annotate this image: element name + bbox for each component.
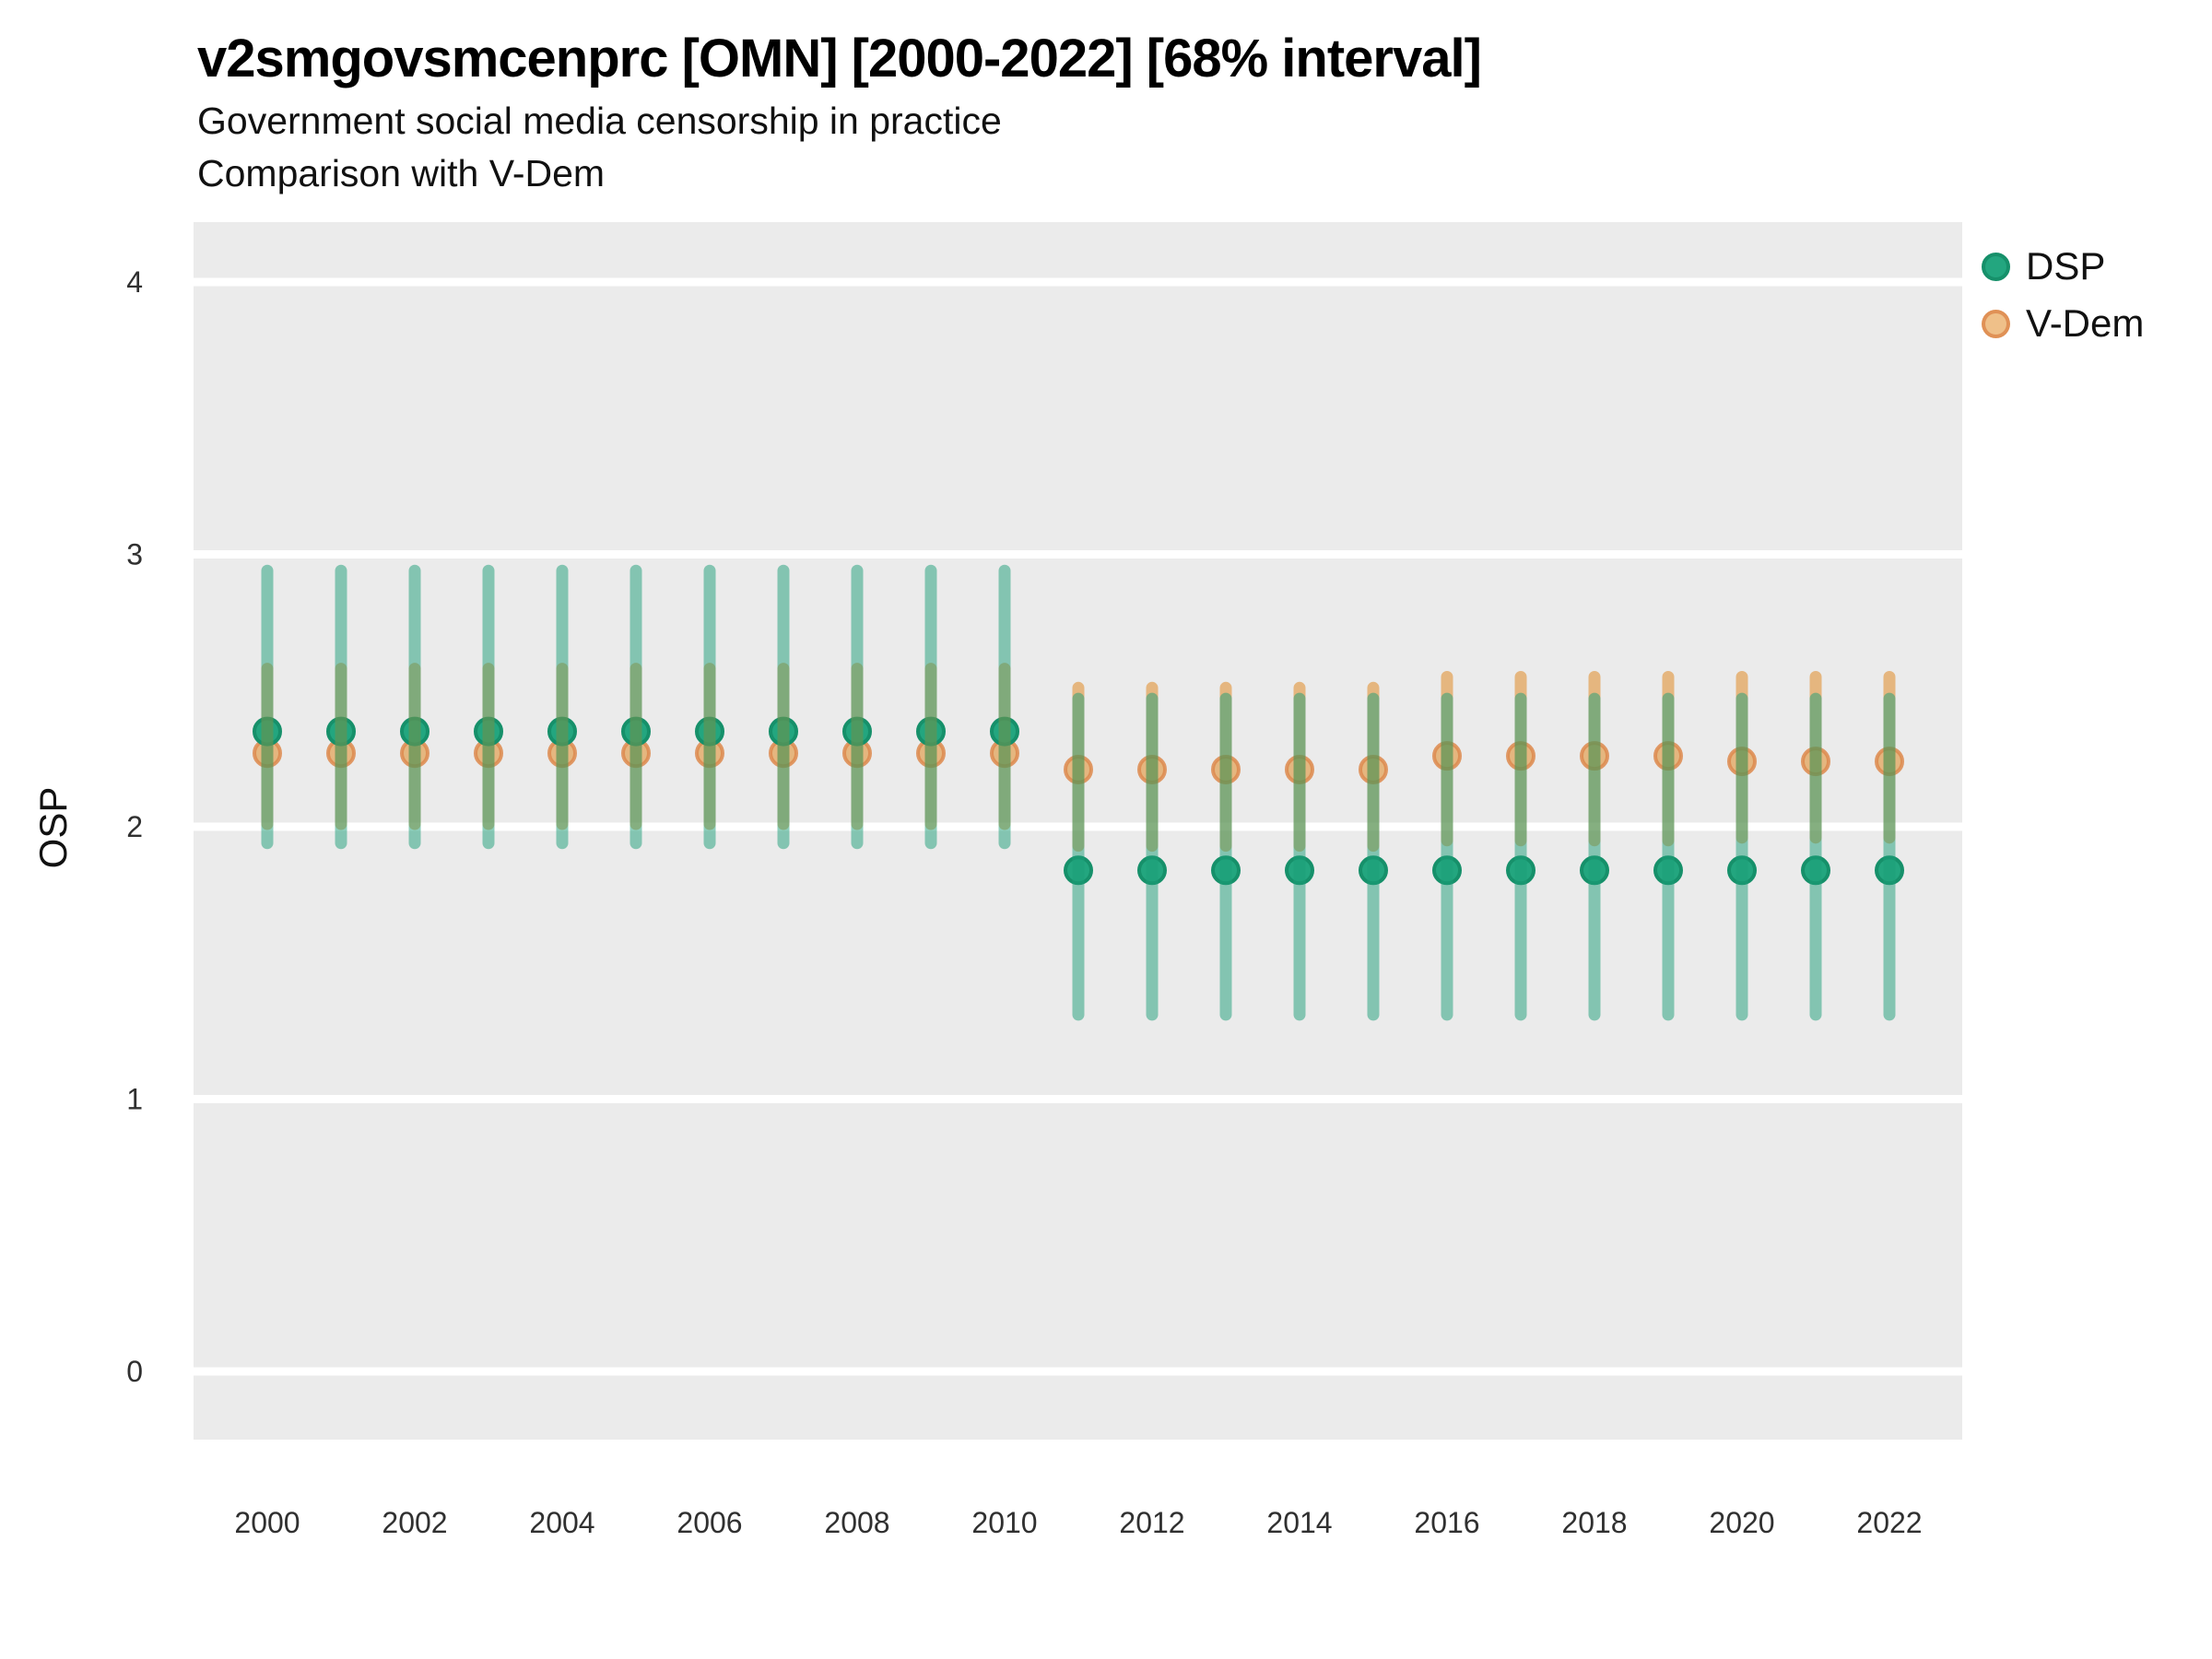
x-tick-label-2002: 2002 (382, 1506, 447, 1539)
legend-label-dsp: DSP (2026, 244, 2106, 288)
chart-title: v2smgovsmcenprc [OMN] [2000-2022] [68% i… (197, 29, 1482, 88)
y-tick-label-3: 3 (126, 538, 143, 571)
x-tick-label-2004: 2004 (529, 1506, 594, 1539)
legend: DSP V-Dem (1982, 244, 2145, 361)
x-tick-label-2008: 2008 (824, 1506, 889, 1539)
legend-item-dsp: DSP (1982, 244, 2144, 288)
chart-subtitle-line2: Comparison with V-Dem (197, 152, 606, 194)
x-tick-label-2000: 2000 (234, 1506, 300, 1539)
x-tick-label-2006: 2006 (677, 1506, 742, 1539)
legend-marker-vdem-icon (1982, 309, 2010, 338)
x-tick-label-2010: 2010 (971, 1506, 1037, 1539)
legend-marker-dsp-icon (1982, 252, 2010, 281)
x-tick-label-2012: 2012 (1119, 1506, 1184, 1539)
legend-label-vdem: V-Dem (2026, 301, 2145, 345)
x-tick-label-2020: 2020 (1709, 1506, 1774, 1539)
x-tick-label-2014: 2014 (1266, 1506, 1332, 1539)
x-tick-label-2018: 2018 (1561, 1506, 1627, 1539)
chart-subtitle-line1: Government social media censorship in pr… (197, 100, 1002, 142)
y-tick-label-1: 1 (126, 1083, 143, 1116)
legend-item-vdem: V-Dem (1982, 301, 2145, 345)
y-tick-label-4: 4 (126, 265, 143, 299)
x-tick-label-2016: 2016 (1414, 1506, 1479, 1539)
y-tick-label-2: 2 (126, 810, 143, 843)
y-tick-label-0: 0 (126, 1355, 143, 1388)
x-tick-label-2022: 2022 (1856, 1506, 1922, 1539)
